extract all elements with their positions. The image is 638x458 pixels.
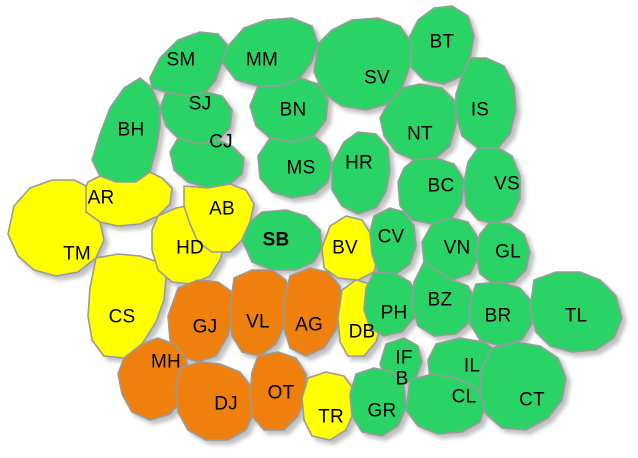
county-label-IS[interactable]: IS	[470, 99, 490, 121]
county-label-CJ[interactable]: CJ	[209, 131, 233, 153]
county-label-AR[interactable]: AR	[87, 187, 115, 209]
county-DJ[interactable]	[175, 361, 255, 441]
county-label-CS[interactable]: CS	[108, 306, 136, 328]
county-label-PH[interactable]: PH	[380, 302, 408, 324]
county-NT[interactable]	[379, 83, 457, 161]
county-VN[interactable]	[421, 217, 479, 281]
county-label-IL[interactable]: IL	[463, 355, 481, 377]
county-label-SV[interactable]: SV	[364, 67, 390, 89]
county-SJ[interactable]	[159, 91, 233, 145]
county-PH[interactable]	[363, 271, 419, 337]
county-MS[interactable]	[257, 135, 333, 199]
county-label-GL[interactable]: GL	[495, 241, 521, 263]
county-BT[interactable]	[407, 5, 475, 85]
county-BN[interactable]	[249, 77, 329, 143]
county-label-SJ[interactable]: SJ	[188, 93, 212, 115]
county-label-TM[interactable]: TM	[63, 243, 91, 265]
county-CV[interactable]	[369, 207, 417, 275]
county-SV[interactable]	[313, 17, 413, 111]
county-CS[interactable]	[87, 253, 167, 359]
county-label-GR[interactable]: GR	[367, 400, 397, 422]
county-label-TR[interactable]: TR	[318, 406, 344, 428]
county-label-NT[interactable]: NT	[407, 123, 433, 145]
county-MM[interactable]	[221, 17, 319, 87]
county-CT[interactable]	[479, 341, 567, 431]
county-label-BR[interactable]: BR	[484, 305, 512, 327]
county-label-CT[interactable]: CT	[519, 389, 545, 411]
county-GL[interactable]	[475, 221, 531, 285]
county-label-SM[interactable]: SM	[166, 49, 196, 71]
county-label-MS[interactable]: MS	[286, 157, 316, 179]
county-CL[interactable]	[405, 373, 487, 435]
county-OT[interactable]	[249, 351, 307, 431]
county-TR[interactable]	[301, 371, 355, 441]
county-label-BZ[interactable]: BZ	[427, 289, 453, 311]
county-AG[interactable]	[283, 267, 343, 357]
county-label-TL[interactable]: TL	[564, 305, 588, 327]
county-HR[interactable]	[331, 131, 391, 215]
county-label-DJ[interactable]: DJ	[214, 393, 238, 415]
county-label-BH[interactable]: BH	[117, 119, 145, 141]
county-label-CV[interactable]: CV	[377, 226, 405, 248]
county-label-HD[interactable]: HD	[176, 237, 204, 259]
county-label-VL[interactable]: VL	[246, 311, 270, 333]
county-TM[interactable]	[7, 179, 105, 277]
county-label-BC[interactable]: BC	[427, 175, 455, 197]
county-TL[interactable]	[529, 271, 623, 353]
county-label-OT[interactable]: OT	[267, 382, 295, 404]
county-label-IF[interactable]: IF	[395, 347, 413, 369]
county-VS[interactable]	[463, 147, 521, 225]
county-label-HR[interactable]: HR	[345, 152, 373, 174]
county-GJ[interactable]	[167, 279, 235, 363]
county-label-AB[interactable]: AB	[209, 198, 235, 220]
county-label-SB[interactable]: SB	[262, 229, 290, 251]
county-label-B[interactable]: B	[395, 368, 409, 390]
county-label-BV[interactable]: BV	[332, 237, 358, 259]
county-label-VS[interactable]: VS	[494, 173, 520, 195]
county-label-BT[interactable]: BT	[429, 31, 455, 53]
county-GR[interactable]	[349, 367, 407, 437]
county-BZ[interactable]	[411, 261, 477, 337]
county-BR[interactable]	[469, 281, 533, 347]
county-label-MM[interactable]: MM	[245, 49, 279, 71]
county-polygons	[7, 5, 623, 441]
county-label-VN[interactable]: VN	[443, 237, 471, 259]
county-label-BN[interactable]: BN	[279, 99, 307, 121]
county-SB[interactable]	[241, 209, 323, 271]
county-label-CL[interactable]: CL	[451, 386, 477, 408]
county-label-MH[interactable]: MH	[151, 351, 181, 373]
county-VL[interactable]	[229, 269, 291, 357]
county-label-DB[interactable]: DB	[348, 321, 376, 343]
county-label-AG[interactable]: AG	[295, 314, 323, 336]
county-label-GJ[interactable]: GJ	[192, 316, 218, 338]
county-CJ[interactable]	[169, 137, 245, 189]
